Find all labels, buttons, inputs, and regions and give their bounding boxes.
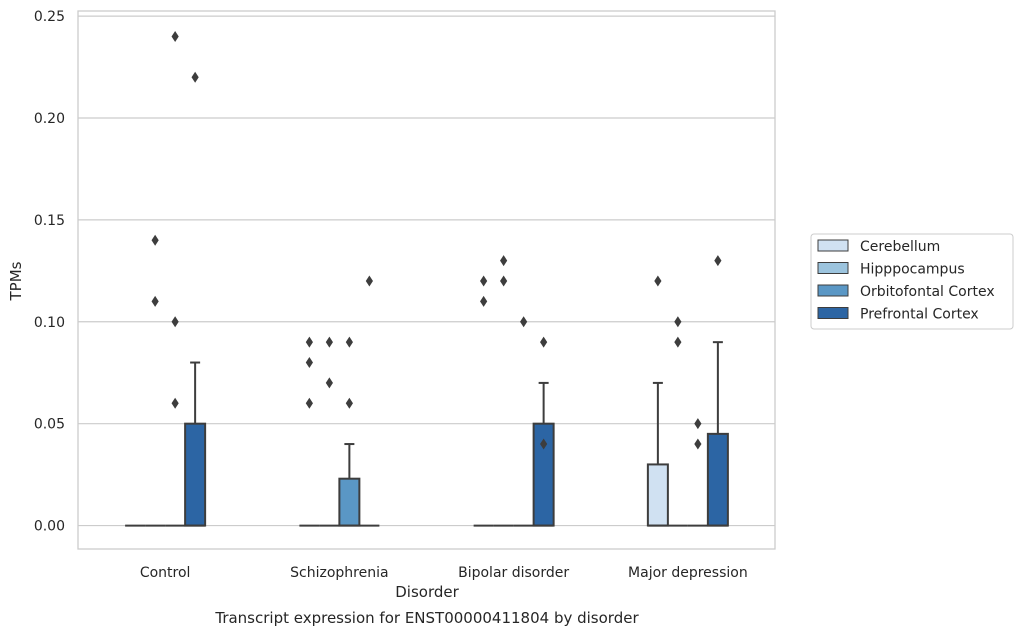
x-tick-label: Control <box>140 565 191 581</box>
y-tick-label: 0.20 <box>34 111 65 127</box>
legend: Cerebellum Hipppocampus Orbitofontal Corte… <box>810 233 1014 330</box>
legend-swatch <box>817 284 849 297</box>
legend-label: Orbitofontal Cortex <box>860 284 995 300</box>
outlier-point <box>305 336 313 348</box>
outlier-point <box>305 397 313 409</box>
legend-label: Hipppocampus <box>860 262 965 278</box>
box-body <box>338 477 361 527</box>
y-tick-labels: 0.00 0.05 0.10 0.15 0.20 0.25 <box>34 9 65 534</box>
outlier-point <box>540 438 548 450</box>
outlier-point <box>674 316 682 328</box>
outlier-point <box>520 316 528 328</box>
legend-swatch <box>817 239 849 252</box>
outlier-point <box>151 234 159 246</box>
legend-label: Cerebellum <box>860 239 940 255</box>
outlier-point <box>345 397 353 409</box>
outlier-point <box>345 336 353 348</box>
gridlines <box>78 15 775 527</box>
x-tick-label: Bipolar disorder <box>458 565 569 581</box>
outlier-point <box>191 71 199 83</box>
x-tick-label: Major depression <box>628 565 748 581</box>
outlier-point <box>171 397 179 409</box>
box-3-0 <box>184 361 207 527</box>
outlier-point <box>325 336 333 348</box>
boxes <box>125 341 729 527</box>
outlier-point <box>500 255 508 267</box>
outlier-point <box>674 336 682 348</box>
outlier-point <box>500 275 508 287</box>
outliers <box>151 30 722 450</box>
outlier-point <box>305 357 313 369</box>
legend-swatch <box>817 307 849 319</box>
outlier-point <box>694 438 702 450</box>
x-tick-labels: Control Schizophrenia Bipolar disorder Majo… <box>140 565 748 581</box>
y-tick-label: 0.10 <box>34 315 65 331</box>
outlier-point <box>325 377 333 389</box>
outlier-point <box>171 316 179 328</box>
y-tick-label: 0.25 <box>34 9 65 25</box>
outlier-point <box>540 336 548 348</box>
box-body <box>706 432 729 527</box>
outlier-point <box>714 255 722 267</box>
x-axis-label: Disorder <box>395 583 459 601</box>
box-0-3 <box>646 381 669 527</box>
chart-caption: Transcript expression for ENST0000041180… <box>214 609 639 627</box>
outlier-point <box>694 418 702 430</box>
box-3-3 <box>706 341 729 527</box>
x-tick-label: Schizophrenia <box>290 565 388 581</box>
legend-label: Prefrontal Cortex <box>860 307 979 323</box>
legend-swatch <box>817 262 849 274</box>
box-body <box>646 463 669 527</box>
y-tick-label: 0.15 <box>34 213 65 229</box>
outlier-point <box>171 30 179 42</box>
legend-frame <box>810 233 1014 330</box>
box-2-1 <box>338 443 361 527</box>
outlier-point <box>480 295 488 307</box>
outlier-point <box>365 275 373 287</box>
box-3-2 <box>532 381 555 527</box>
outlier-point <box>654 275 662 287</box>
outlier-point <box>151 295 159 307</box>
outlier-point <box>480 275 488 287</box>
y-tick-label: 0.00 <box>34 519 65 535</box>
plot-frame <box>77 10 776 550</box>
y-axis-label: TPMs <box>7 261 25 301</box>
box-body <box>184 422 207 527</box>
y-tick-label: 0.05 <box>34 417 65 433</box>
